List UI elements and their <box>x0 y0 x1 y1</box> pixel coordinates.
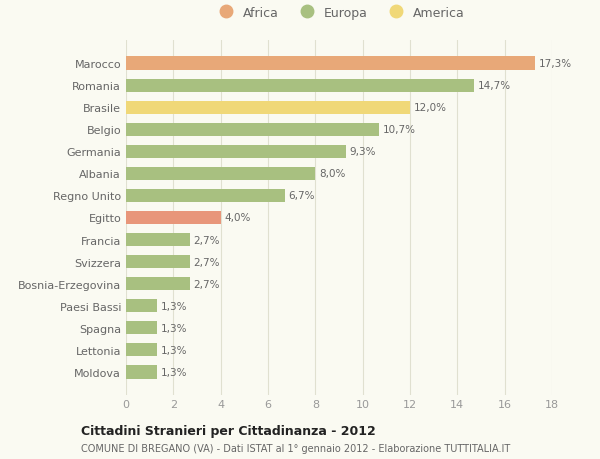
Bar <box>126 79 474 93</box>
Bar <box>126 256 190 269</box>
Text: 14,7%: 14,7% <box>478 81 511 91</box>
Text: 2,7%: 2,7% <box>193 235 220 245</box>
Bar <box>126 101 410 115</box>
Bar <box>126 168 316 180</box>
Legend: Africa, Europa, America: Africa, Europa, America <box>208 1 470 24</box>
Text: 2,7%: 2,7% <box>193 279 220 289</box>
Text: COMUNE DI BREGANO (VA) - Dati ISTAT al 1° gennaio 2012 - Elaborazione TUTTITALIA: COMUNE DI BREGANO (VA) - Dati ISTAT al 1… <box>81 443 510 453</box>
Bar <box>126 299 157 313</box>
Bar <box>126 234 190 246</box>
Text: 1,3%: 1,3% <box>160 323 187 333</box>
Text: 1,3%: 1,3% <box>160 301 187 311</box>
Text: Cittadini Stranieri per Cittadinanza - 2012: Cittadini Stranieri per Cittadinanza - 2… <box>81 424 376 437</box>
Text: 8,0%: 8,0% <box>319 169 345 179</box>
Bar <box>126 123 379 137</box>
Text: 1,3%: 1,3% <box>160 367 187 377</box>
Bar <box>126 146 346 159</box>
Bar <box>126 343 157 357</box>
Bar <box>126 277 190 291</box>
Bar <box>126 212 221 224</box>
Text: 6,7%: 6,7% <box>288 191 314 201</box>
Bar <box>126 57 535 71</box>
Text: 17,3%: 17,3% <box>539 59 572 69</box>
Text: 10,7%: 10,7% <box>383 125 416 135</box>
Bar <box>126 321 157 335</box>
Text: 9,3%: 9,3% <box>350 147 376 157</box>
Bar <box>126 365 157 379</box>
Text: 4,0%: 4,0% <box>224 213 251 223</box>
Bar <box>126 190 284 202</box>
Text: 2,7%: 2,7% <box>193 257 220 267</box>
Text: 1,3%: 1,3% <box>160 345 187 355</box>
Text: 12,0%: 12,0% <box>413 103 446 113</box>
